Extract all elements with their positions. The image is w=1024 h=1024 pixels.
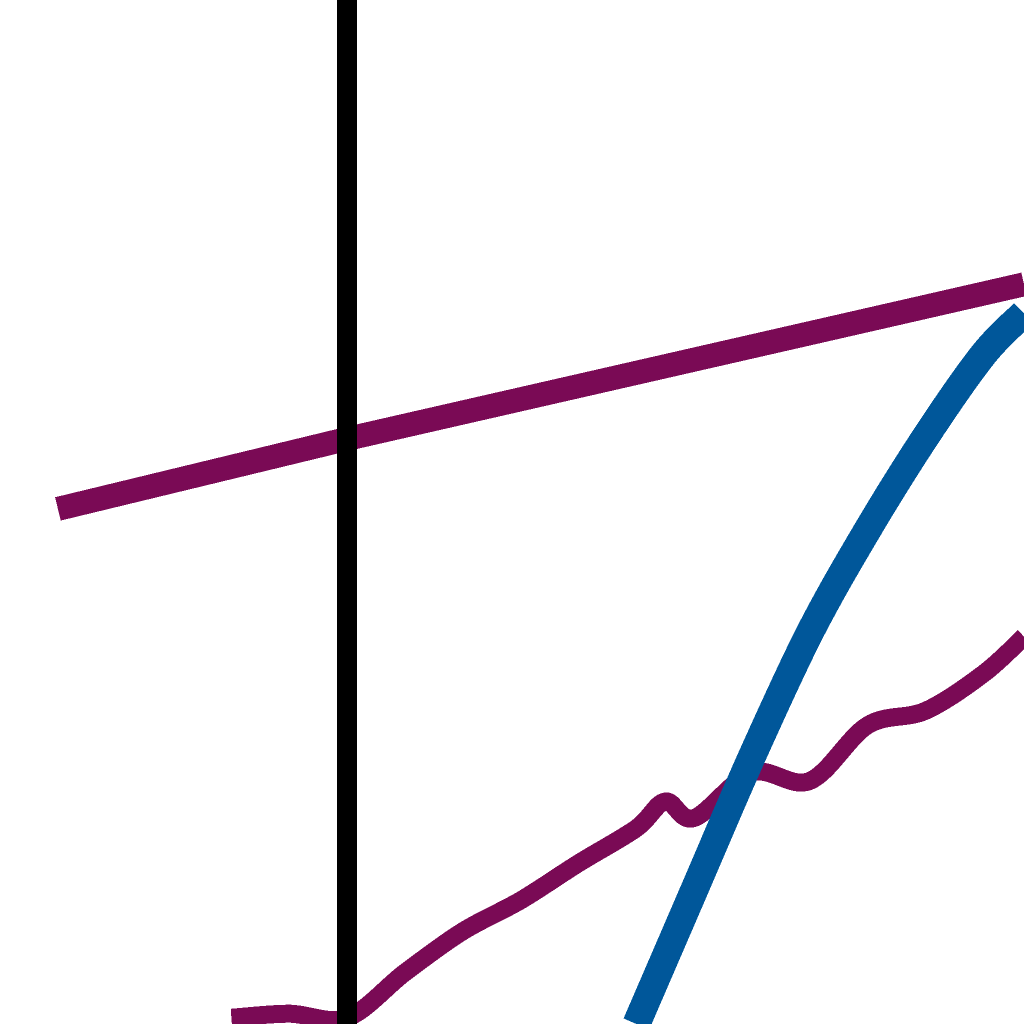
series-2-oscillating-line (230, 630, 1024, 1024)
series-1-straight-line (55, 272, 1024, 521)
series-layer (55, 272, 1024, 1024)
series-3-smooth-line (623, 303, 1024, 1024)
